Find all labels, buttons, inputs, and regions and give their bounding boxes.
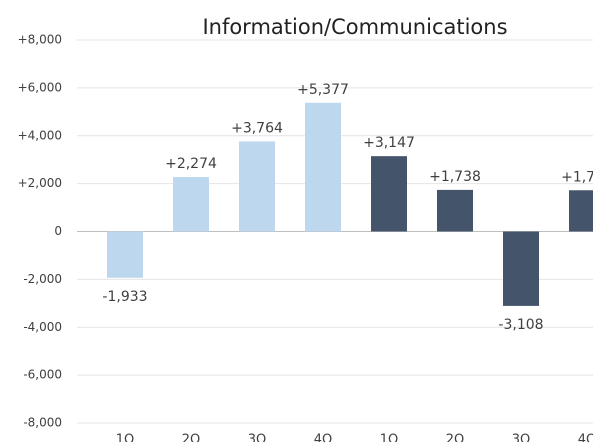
bar (569, 190, 593, 232)
bar (437, 189, 473, 232)
x-tick-label: 2Q (446, 433, 465, 442)
bar (173, 177, 209, 232)
y-tick-label: -6,000 (23, 368, 62, 382)
bar (305, 102, 341, 232)
bar (239, 141, 275, 232)
y-tick-label: -8,000 (23, 416, 62, 430)
y-tick-label: +8,000 (18, 33, 62, 47)
data-label: +2,274 (165, 156, 217, 172)
x-tick-label: 4Q (578, 433, 593, 442)
data-label: -1,933 (102, 289, 147, 305)
bar (371, 156, 407, 232)
y-tick-label: +4,000 (18, 128, 62, 142)
y-tick-label: +2,000 (18, 176, 62, 190)
y-tick-label: +6,000 (18, 80, 62, 94)
data-label: +5,377 (297, 82, 349, 98)
y-tick-label: -2,000 (23, 272, 62, 286)
data-label: +1,723 (561, 169, 593, 185)
y-tick-label: -4,000 (23, 320, 62, 334)
bar (107, 231, 143, 278)
y-tick-label: 0 (54, 224, 62, 238)
data-label: -3,108 (498, 317, 543, 333)
x-tick-label: 3Q (248, 433, 267, 442)
chart-title: Information/Communications (202, 15, 507, 39)
data-label: +3,147 (363, 135, 415, 151)
data-label: +3,764 (231, 120, 283, 136)
x-tick-label: 1Q (116, 433, 135, 442)
x-tick-label: 4Q (314, 433, 333, 442)
x-tick-label: 3Q (512, 433, 531, 442)
data-label: +1,738 (429, 169, 481, 185)
x-tick-label: 1Q (380, 433, 399, 442)
x-tick-label: 2Q (182, 433, 201, 442)
bar (503, 231, 539, 306)
